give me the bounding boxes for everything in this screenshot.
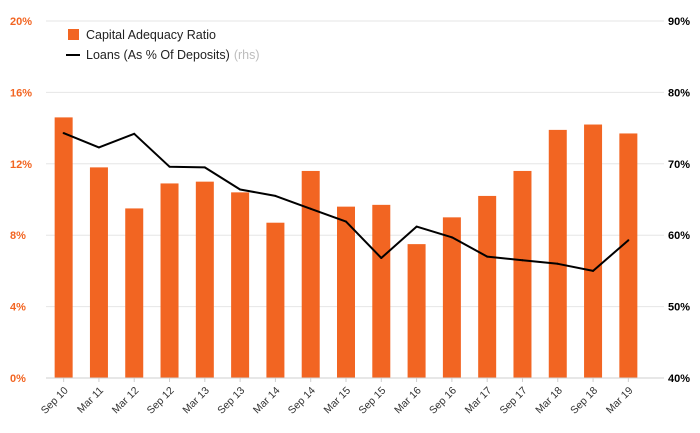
bar bbox=[54, 117, 73, 378]
line-point bbox=[274, 194, 277, 197]
line-point bbox=[97, 146, 100, 149]
line-point bbox=[203, 166, 206, 169]
bar bbox=[231, 192, 250, 378]
x-tick-label: Mar 18 bbox=[533, 385, 565, 417]
line-series bbox=[62, 132, 630, 272]
line-point bbox=[592, 269, 595, 272]
legend-swatch-bar bbox=[68, 29, 79, 40]
line-point bbox=[450, 236, 453, 239]
bar bbox=[266, 222, 285, 378]
y-left-tick-label: 20% bbox=[10, 16, 32, 28]
line-point bbox=[133, 132, 136, 135]
line-point bbox=[556, 262, 559, 265]
y-left-tick-label: 8% bbox=[10, 230, 26, 242]
bar bbox=[442, 217, 461, 378]
x-tick-label: Mar 12 bbox=[110, 385, 142, 417]
x-tick-label: Mar 15 bbox=[322, 385, 354, 417]
y-right-tick-label: 50% bbox=[668, 302, 690, 314]
x-tick-label: Sep 13 bbox=[215, 385, 247, 417]
legend-label-line-text: Loans (As % Of Deposits) bbox=[86, 48, 230, 62]
x-tick-label: Mar 13 bbox=[180, 385, 212, 417]
x-tick-label: Sep 17 bbox=[498, 385, 530, 417]
bar bbox=[195, 181, 214, 378]
x-tick-label: Mar 19 bbox=[604, 385, 636, 417]
line-point bbox=[345, 220, 347, 223]
bar bbox=[89, 167, 108, 378]
x-tick-label: Sep 14 bbox=[286, 385, 318, 417]
bar bbox=[160, 183, 179, 378]
x-tick-label: Mar 14 bbox=[251, 385, 283, 417]
y-right-tick-label: 40% bbox=[668, 373, 690, 385]
x-tick-label: Sep 12 bbox=[145, 385, 177, 417]
bar bbox=[372, 204, 391, 378]
line-point bbox=[380, 257, 383, 260]
bar bbox=[337, 206, 355, 378]
y-left-tick-label: 0% bbox=[10, 373, 26, 385]
bar bbox=[548, 129, 567, 378]
line-point bbox=[627, 239, 630, 242]
line-point bbox=[62, 132, 65, 135]
x-tick-label: Mar 16 bbox=[392, 385, 424, 417]
bar bbox=[125, 208, 144, 378]
legend-label-line: Loans (As % Of Deposits) (rhs) bbox=[86, 48, 260, 62]
y-right-tick-label: 60% bbox=[668, 230, 690, 242]
line-point bbox=[239, 188, 242, 191]
y-right-tick-label: 90% bbox=[668, 16, 690, 28]
x-tick-label: Sep 16 bbox=[427, 385, 459, 417]
bar bbox=[619, 133, 638, 378]
y-right-tick-label: 80% bbox=[668, 87, 690, 99]
line-point bbox=[168, 165, 171, 168]
bar bbox=[513, 170, 532, 378]
bar bbox=[407, 244, 426, 378]
x-tick-label: Mar 11 bbox=[75, 385, 106, 416]
line-point bbox=[521, 259, 524, 262]
bar bbox=[584, 124, 603, 378]
bar-series bbox=[54, 117, 638, 378]
legend-label-bar: Capital Adequacy Ratio bbox=[86, 28, 216, 42]
x-tick-label: Mar 17 bbox=[463, 385, 495, 417]
x-tick-label: Sep 15 bbox=[356, 385, 388, 417]
line-point bbox=[309, 207, 312, 210]
x-tick-label: Sep 10 bbox=[39, 385, 71, 417]
y-left-tick-label: 4% bbox=[10, 302, 26, 314]
line-point bbox=[415, 225, 418, 228]
legend: Capital Adequacy Ratio Loans (As % Of De… bbox=[66, 28, 260, 62]
line-point bbox=[486, 255, 489, 258]
y-left-tick-label: 12% bbox=[10, 159, 32, 171]
y-left-tick-label: 16% bbox=[10, 87, 32, 99]
bar bbox=[301, 170, 320, 378]
bar bbox=[478, 195, 497, 378]
y-right-tick-label: 70% bbox=[668, 159, 690, 171]
legend-label-line-suffix: (rhs) bbox=[234, 48, 260, 62]
x-tick-label: Sep 18 bbox=[568, 385, 600, 417]
